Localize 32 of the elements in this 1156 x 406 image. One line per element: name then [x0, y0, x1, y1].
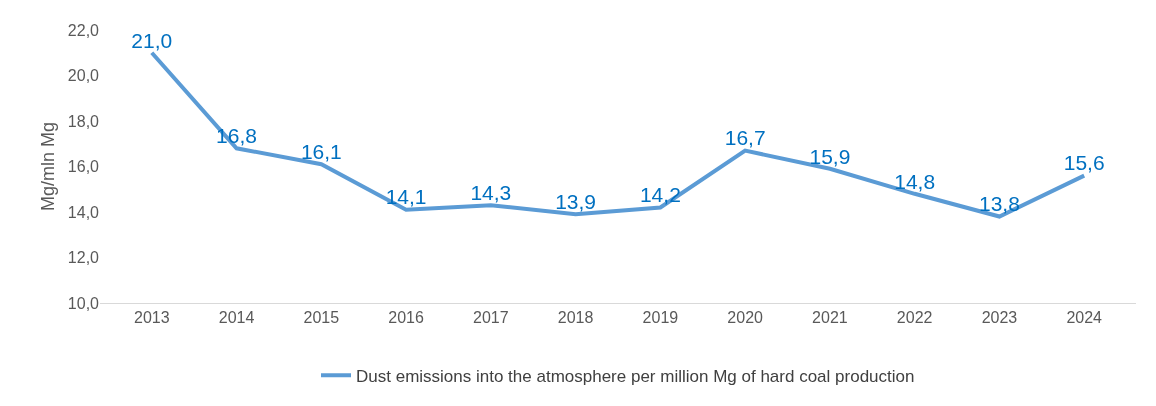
x-tick-label: 2022 [896, 309, 933, 327]
x-tick-label: 2018 [557, 309, 594, 327]
data-label: 15,9 [809, 144, 851, 168]
x-tick-label: 2020 [727, 309, 764, 327]
y-tick-label: 18,0 [67, 112, 100, 130]
data-label: 14,1 [385, 185, 427, 209]
legend-label: Dust emissions into the atmosphere per million Mg of hard coal production [356, 366, 915, 386]
y-tick-label: 10,0 [67, 294, 100, 312]
data-label: 13,8 [979, 192, 1020, 216]
data-label: 16,7 [724, 126, 766, 150]
data-label: 21,0 [131, 28, 173, 52]
x-tick-label: 2017 [473, 309, 509, 327]
x-tick-label: 2014 [218, 309, 255, 327]
y-tick-label: 14,0 [67, 203, 100, 221]
x-tick-label: 2021 [812, 309, 848, 327]
data-label: 15,6 [1063, 151, 1105, 175]
x-tick-label: 2016 [388, 309, 424, 327]
data-label: 14,3 [470, 180, 512, 204]
y-tick-label: 12,0 [67, 249, 100, 267]
data-label: 14,8 [894, 169, 936, 193]
x-tick-label: 2023 [981, 309, 1018, 327]
x-tick-label: 2019 [642, 309, 679, 327]
x-tick-label: 2013 [134, 309, 170, 327]
y-tick-label: 16,0 [67, 158, 100, 176]
y-axis-title: Mg/mln Mg [38, 121, 58, 212]
y-tick-label: 22,0 [67, 21, 100, 39]
x-tick-label: 2024 [1066, 309, 1103, 327]
data-label: 14,2 [639, 183, 681, 207]
y-tick-label: 20,0 [67, 67, 100, 85]
x-tick-label: 2015 [303, 309, 340, 327]
data-label: 16,1 [300, 139, 342, 163]
data-label: 13,9 [555, 190, 597, 214]
